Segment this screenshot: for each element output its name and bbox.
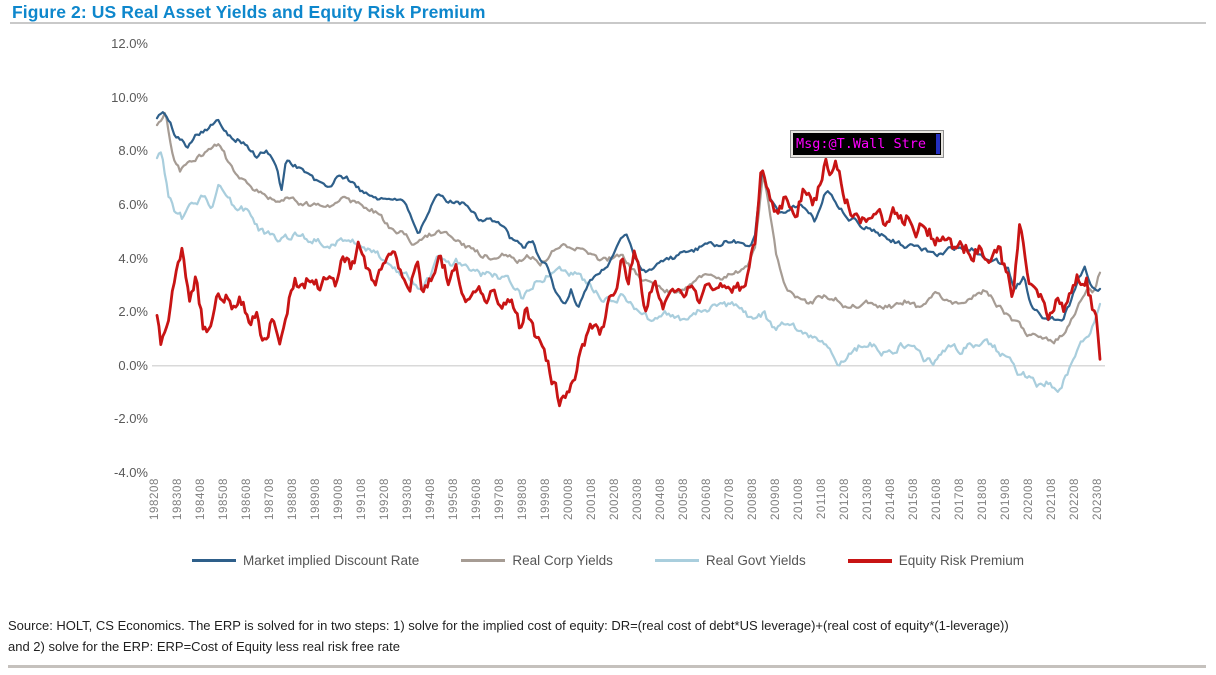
y-axis-tick-label: 2.0% [118, 304, 148, 320]
x-axis-tick-label: 198808 [287, 478, 299, 520]
y-axis-tick-label: 6.0% [118, 196, 148, 212]
legend-label: Real Corp Yields [512, 553, 613, 568]
terminal-message-text: Msg:@T.Wall Stre [796, 136, 927, 152]
source-note-line1: Source: HOLT, CS Economics. The ERP is s… [8, 618, 1009, 633]
x-axis-tick-label: 199308 [402, 478, 414, 520]
x-axis-tick-label: 200108 [586, 478, 598, 520]
x-axis-tick-label: 199908 [540, 478, 552, 520]
x-axis-tick-label: 198208 [149, 478, 161, 520]
plot-area [152, 111, 1105, 408]
x-axis-tick-label: 199208 [379, 478, 391, 520]
x-axis-tick-label: 200208 [609, 478, 621, 520]
x-axis-tick-label: 201408 [885, 478, 897, 520]
series-line-market-implied-discount-rate [155, 111, 1102, 322]
x-axis-tick-label: 200408 [655, 478, 667, 520]
x-axis-tick-label: 201608 [931, 478, 943, 520]
x-axis-tick-label: 200908 [770, 478, 782, 520]
x-axis-tick-label: 199808 [517, 478, 529, 520]
x-axis-tick-label: 201808 [977, 478, 989, 520]
y-axis-tick-label: 4.0% [118, 250, 148, 266]
x-axis-tick-label: 200508 [678, 478, 690, 520]
x-axis-tick-label: 198408 [195, 478, 207, 520]
x-axis-tick-label: 199408 [425, 478, 437, 520]
y-axis-tick-label: 0.0% [118, 357, 148, 373]
x-axis-tick-label: 202008 [1023, 478, 1035, 520]
source-note: Source: HOLT, CS Economics. The ERP is s… [8, 615, 1210, 657]
x-axis-tick-label: 202308 [1092, 478, 1104, 520]
text-cursor [936, 134, 940, 154]
x-axis-tick-label: 200308 [632, 478, 644, 520]
y-axis-tick-label: 8.0% [118, 143, 148, 159]
footer-rule [8, 665, 1206, 668]
legend-item-real-corp-yields: Real Corp Yields [461, 553, 613, 568]
series-line-equity-risk-premium [155, 157, 1102, 408]
chart-legend: Market implied Discount Rate Real Corp Y… [0, 553, 1216, 568]
x-axis-tick-label: 201108 [816, 478, 828, 520]
x-axis-tick-label: 201708 [954, 478, 966, 520]
x-axis-tick-label: 201008 [793, 478, 805, 520]
legend-label: Real Govt Yields [705, 553, 806, 568]
y-axis-tick-label: 10.0% [111, 89, 148, 105]
series-lines [155, 111, 1102, 408]
x-axis-tick-label: 201908 [1000, 478, 1012, 520]
x-axis-tick-label: 198608 [241, 478, 253, 520]
figure-title: Figure 2: US Real Asset Yields and Equit… [12, 2, 486, 22]
x-axis-tick-label: 199108 [356, 478, 368, 520]
x-axis-tick-label: 200808 [747, 478, 759, 520]
x-axis-tick-label: 198708 [264, 478, 276, 520]
legend-swatch-blue-line [192, 559, 236, 562]
series-line-real-corp-yields [155, 111, 1102, 345]
legend-swatch-gray-line [461, 559, 506, 562]
x-axis-tick-label: 198508 [218, 478, 230, 520]
terminal-message-overlay: Msg:@T.Wall Stre [791, 131, 943, 157]
legend-label: Market implied Discount Rate [243, 553, 420, 568]
x-axis-tick-label: 202208 [1069, 478, 1081, 520]
x-axis-tick-label: 198908 [310, 478, 322, 520]
legend-item-real-govt-yields: Real Govt Yields [654, 553, 806, 568]
series-line-real-govt-yields [155, 151, 1102, 393]
x-axis-tick-label: 199608 [471, 478, 483, 520]
x-axis-tick-label: 201308 [862, 478, 874, 520]
legend-item-market-implied-discount-rate: Market implied Discount Rate [192, 553, 419, 568]
y-axis-tick-label: -2.0% [114, 411, 148, 427]
title-underline [10, 22, 1206, 24]
y-axis-tick-label: -4.0% [114, 465, 148, 480]
x-axis-tick-label: 202108 [1046, 478, 1058, 520]
legend-swatch-lightblue-line [654, 559, 699, 562]
legend-swatch-red-line [847, 558, 892, 563]
x-axis-tick-label: 199708 [494, 478, 506, 520]
y-axis-tick-label: 12.0% [111, 36, 148, 51]
x-axis-tick-label: 199508 [448, 478, 460, 520]
x-axis-tick-label: 198308 [172, 478, 184, 520]
x-axis-tick-label: 200608 [701, 478, 713, 520]
legend-label: Equity Risk Premium [898, 553, 1024, 568]
x-axis-tick-label: 201208 [839, 478, 851, 520]
x-axis-tick-label: 200708 [724, 478, 736, 520]
x-axis-tick-label: 199008 [333, 478, 345, 520]
source-note-line2: and 2) solve for the ERP: ERP=Cost of Eq… [8, 639, 400, 654]
legend-item-equity-risk-premium: Equity Risk Premium [847, 553, 1024, 568]
x-axis-tick-label: 201508 [908, 478, 920, 520]
x-axis-tick-label: 200008 [563, 478, 575, 520]
